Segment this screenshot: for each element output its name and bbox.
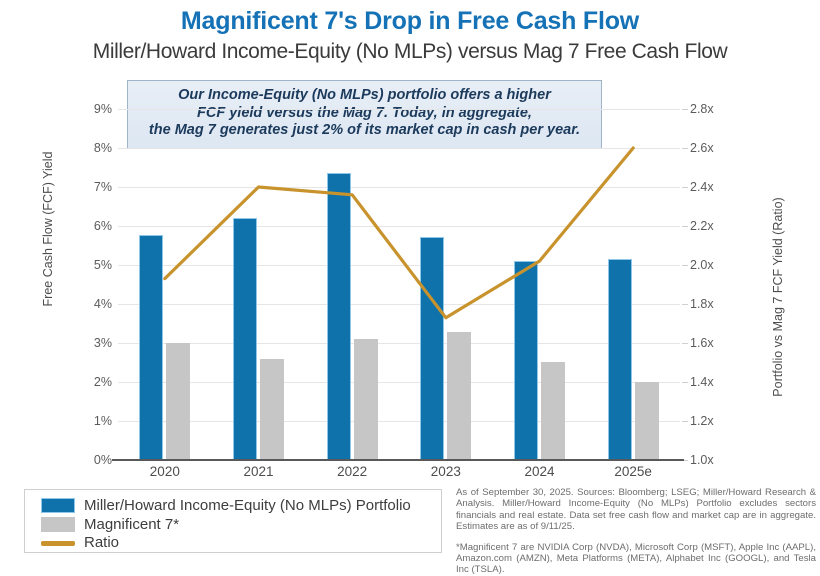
y-axis-left-tick: 1% — [93, 414, 112, 428]
y-axis-left-tick: 3% — [93, 336, 112, 350]
bar-portfolio — [326, 173, 351, 460]
y-axis-right-tick: 1.2x — [690, 414, 714, 428]
y-axis-left-tick: 7% — [93, 180, 112, 194]
callout-line-3: the Mag 7 generates just 2% of its marke… — [148, 122, 581, 138]
bar-mag7 — [260, 359, 284, 460]
gridline — [118, 265, 680, 266]
x-axis-tick-label: 2025e — [614, 464, 652, 479]
gridline — [118, 421, 680, 422]
y-axis-right-tick: 1.4x — [690, 375, 714, 389]
x-axis-tick-label: 2021 — [243, 464, 274, 479]
y-axis-right-tick: 1.0x — [690, 453, 714, 467]
gridline — [118, 109, 680, 110]
y-axis-right-tick: 2.8x — [690, 102, 714, 116]
x-axis-tick-label: 2022 — [337, 464, 368, 479]
y-axis-left-title: Free Cash Flow (FCF) Yield — [41, 151, 55, 307]
x-axis-tick-label: 2020 — [149, 464, 180, 479]
gridline — [118, 187, 680, 188]
y-axis-right-tickmark — [682, 187, 688, 188]
y-axis-right-tick: 2.4x — [690, 180, 714, 194]
legend-item[interactable]: Ratio — [41, 534, 441, 552]
x-axis-tick-label: 2024 — [524, 464, 555, 479]
bar-portfolio — [420, 236, 445, 460]
footnote-source: As of September 30, 2025. Sources: Bloom… — [456, 487, 816, 533]
ratio-polyline — [163, 146, 635, 320]
y-axis-right-tickmark — [682, 421, 688, 422]
y-axis-right-labels: 1.0x 1.2x 1.4x 1.6x 1.8x 2.0x 2.2x 2.4x 2.6x 2.8x — [682, 0, 736, 576]
bar-mag7 — [447, 332, 472, 460]
y-axis-right-tick: 2.0x — [690, 258, 714, 272]
y-axis-left-tick: 9% — [93, 102, 112, 116]
bar-mag7 — [541, 361, 565, 460]
y-axis-left-tick: 5% — [93, 258, 112, 272]
bar-portfolio — [233, 218, 257, 460]
callout-line-1: Our Income-Equity (No MLPs) portfolio of… — [178, 87, 551, 103]
y-axis-right-tick: 2.2x — [690, 219, 714, 233]
y-axis-right-tickmark — [682, 265, 688, 266]
legend-item[interactable]: Magnificent 7* — [41, 516, 441, 534]
x-axis-line — [112, 459, 684, 461]
y-axis-right-tickmark — [682, 460, 688, 461]
gridline — [118, 304, 680, 305]
page-title: Magnificent 7's Drop in Free Cash Flow — [180, 7, 640, 35]
bar-portfolio — [607, 259, 632, 460]
grey-square-swatch — [41, 516, 75, 532]
ratio-line-series — [163, 146, 635, 320]
y-axis-left-tick: 4% — [93, 297, 112, 311]
gridline — [118, 226, 680, 227]
callout-line-2: FCF yield versus the Mag 7. Today, in ag… — [197, 104, 532, 121]
y-axis-right-title: Portfolio vs Mag 7 FCF Yield (Ratio) — [771, 197, 785, 397]
bar-mag7 — [353, 339, 378, 460]
legend-item[interactable]: Miller/Howard Income-Equity (No MLPs) Po… — [41, 497, 441, 515]
y-axis-right-tickmark — [682, 226, 688, 227]
blue-square-swatch — [41, 498, 75, 514]
footnote-mag7: *Magnificent 7 are NVIDIA Corp (NVDA), M… — [456, 541, 816, 576]
x-axis-labels: 2020 2021 2022 2023 2024 2025e — [118, 464, 680, 486]
y-axis-right-tick: 2.6x — [690, 141, 714, 155]
y-axis-left-tick: 6% — [93, 219, 112, 233]
y-axis-right-tickmark — [682, 148, 688, 149]
y-axis-right-tickmark — [682, 109, 688, 110]
gridline — [118, 343, 680, 344]
page-subtitle: Miller/Howard Income-Equity (No MLPs) ve… — [92, 40, 728, 63]
callout-box: Our Income-Equity (No MLPs) portfolio of… — [127, 80, 602, 149]
y-axis-right-tickmark — [682, 343, 688, 344]
x-axis-tick-label: 2023 — [430, 464, 461, 479]
bar-mag7 — [634, 382, 659, 460]
legend-item-label: Miller/Howard Income-Equity (No MLPs) Po… — [84, 497, 411, 515]
bar-mag7 — [166, 343, 191, 460]
y-axis-right-tick: 1.8x — [690, 297, 714, 311]
legend-item-label: Ratio — [84, 534, 120, 552]
bar-portfolio — [514, 261, 538, 460]
gridline — [118, 382, 680, 383]
y-axis-right-tickmark — [682, 382, 688, 383]
y-axis-right-tickmark — [682, 304, 688, 305]
footnotes: As of September 30, 2025. Sources: Bloom… — [456, 487, 816, 576]
plot-area — [118, 109, 680, 460]
legend-item-label: Magnificent 7* — [84, 515, 180, 533]
gridline — [118, 148, 680, 149]
y-axis-left-tick: 8% — [93, 141, 112, 155]
y-axis-left-tick: 2% — [93, 375, 112, 389]
y-axis-left-labels: 0% 1% 2% 3% 4% 5% 6% 7% 8% 9% — [68, 0, 112, 576]
y-axis-left-tick: 0% — [93, 453, 112, 467]
bar-portfolio — [139, 234, 164, 460]
y-axis-right-tick: 1.6x — [690, 336, 714, 350]
chart-legend: Miller/Howard Income-Equity (No MLPs) Po… — [24, 489, 442, 553]
orange-line-swatch — [41, 540, 75, 546]
